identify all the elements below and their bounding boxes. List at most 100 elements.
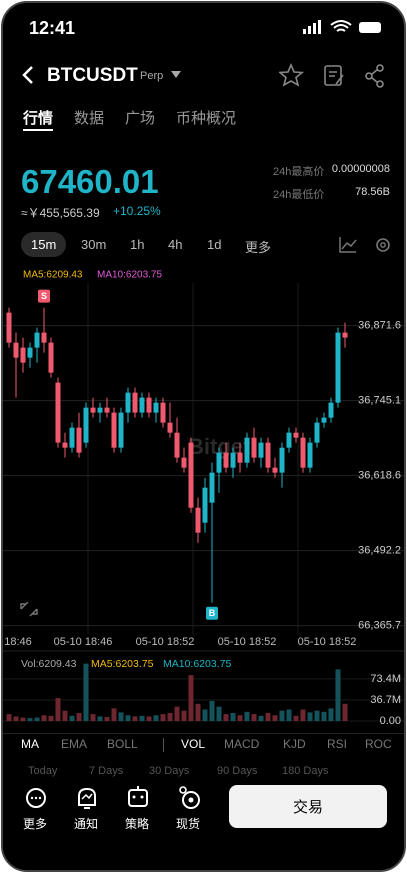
volume-bar [41,715,47,721]
volume-bar [139,715,145,721]
volume-bar [258,715,264,721]
candle-body [216,452,222,473]
candle-body [293,432,299,438]
chart-tools[interactable] [339,236,395,254]
price-change: +10.25% [113,204,161,218]
volume-bar [216,706,222,721]
candle-body [118,412,124,448]
candle-body [13,342,19,358]
interval[interactable]: 更多 [245,240,272,255]
volume-bar [90,714,96,721]
candle-body [202,487,208,523]
indicator[interactable]: EMA [61,737,88,751]
volume-bar [111,708,117,721]
range[interactable]: 30 Days [149,765,190,777]
volume-bar [83,663,89,721]
volume-bar [132,716,138,721]
volume-bar [6,714,12,721]
range[interactable]: 180 Days [282,765,329,777]
last-price: 67460.01 [21,163,159,200]
x-tick-label: 05-10 18:52 [136,636,195,648]
volume-bar [69,715,75,721]
indicator[interactable]: MACD [224,737,260,751]
candle-body [258,442,264,458]
volume-bar [20,717,26,721]
volume-bar [118,712,124,721]
tab[interactable]: 广场 [125,110,156,127]
volume-bar [104,716,110,721]
candle-body [272,467,278,473]
stat-value: 0.00000008 [331,163,390,175]
candle-body [244,437,250,463]
y-tick-label: 36.7M [370,694,401,706]
volume-label: MA5:6203.75 [91,658,154,670]
candle-body [76,427,82,453]
candle-body [111,412,117,448]
divider [3,733,404,734]
volume-bar [27,718,33,721]
candle-body [307,442,313,468]
indicator[interactable]: ROC [365,737,392,751]
cny-price: ≈￥455,565.39 [21,206,100,220]
tab[interactable]: 币种概况 [176,110,237,127]
tab[interactable]: 数据 [74,110,105,127]
indicator[interactable]: VOL [181,737,206,751]
candle-body [69,427,75,448]
candle-body [97,407,103,413]
volume-bar [230,712,236,721]
range[interactable]: 90 Days [217,765,258,777]
nav-item[interactable]: 更多 [23,817,48,831]
candle-body [167,422,173,433]
indicator[interactable]: MA [21,737,39,751]
interval[interactable]: 1h [130,237,145,252]
range[interactable]: Today [28,765,58,777]
x-tick-label: 05-10 18:52 [218,636,277,648]
candle-body [321,417,327,423]
y-tick-label: 36,618.6 [358,470,401,482]
x-tick-label: 05-10 18:52 [298,636,357,648]
candle-body [146,397,152,413]
volume-bar [244,711,250,721]
range[interactable]: 7 Days [89,765,124,777]
candle-body [90,407,96,413]
indicator[interactable]: BOLL [107,737,138,751]
volume-bar [181,710,187,721]
volume-bar [314,710,320,721]
candle-body [328,402,334,418]
interval[interactable]: 30m [81,237,107,252]
nav-item[interactable]: 通知 [74,817,99,831]
status-icons [303,20,381,34]
x-tick-label: 05-10 18:46 [54,636,113,648]
stat-label: 24h最高价 [273,166,325,178]
symbol[interactable]: BTCUSDT [47,65,138,86]
tab[interactable]: 行情 [23,110,54,127]
expand-icon [20,601,38,617]
nav-item[interactable]: 现货 [176,817,201,831]
indicator[interactable]: RSI [327,737,348,751]
candle-body [132,392,138,413]
header-icons[interactable] [279,63,389,89]
interval[interactable]: 4h [168,237,183,252]
volume-bar [153,715,159,721]
tab-underline [23,129,53,131]
volume-bar [76,712,82,721]
nav-icons [26,786,200,809]
candle-body [335,332,341,403]
candle-body [209,472,215,503]
volume-bar [209,700,215,721]
volume-bar [202,709,208,721]
volume-bar [55,698,61,721]
nav-item[interactable]: 策略 [125,817,150,831]
volume-bar [251,714,257,721]
volume-bar [328,708,334,721]
interval[interactable]: 15m [31,237,57,252]
dropdown-icon[interactable] [171,71,181,79]
y-tick-label: 36,745.1 [358,395,401,407]
indicator[interactable]: KJD [283,737,306,751]
back-icon[interactable] [21,65,37,85]
ma-label: MA5:6209.43 [23,270,83,281]
candle-body [34,332,40,348]
interval[interactable]: 1d [207,237,222,252]
candle-body [20,347,26,363]
trade-button[interactable]: 交易 [229,785,387,828]
